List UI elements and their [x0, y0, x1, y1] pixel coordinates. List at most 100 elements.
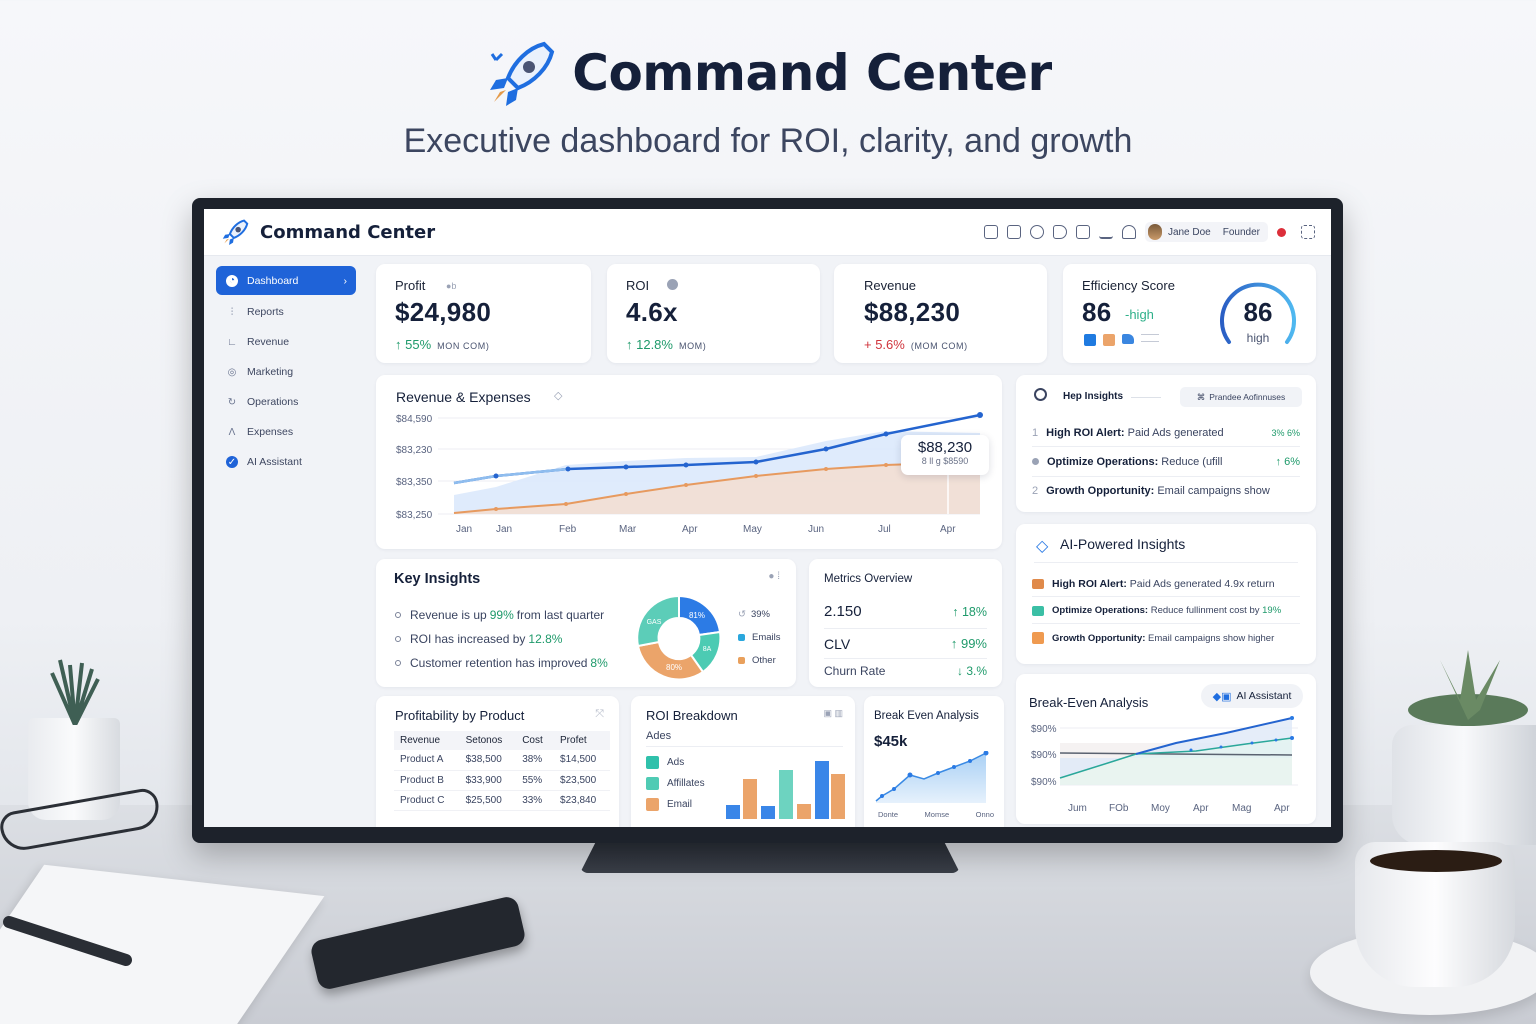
- step-icon: 1: [1032, 426, 1039, 439]
- divider: [1131, 397, 1161, 398]
- plant-pot-right: [1392, 725, 1536, 845]
- sidebar-item-dashboard[interactable]: ◔ Dashboard ›: [216, 266, 356, 295]
- refresh-icon: ↺: [738, 609, 746, 620]
- info-icon[interactable]: [667, 279, 678, 290]
- efficiency-icons: [1084, 334, 1159, 346]
- kpi-value: $24,980: [395, 297, 492, 327]
- card-title: Profitability by Product: [395, 708, 525, 723]
- kpi-delta: + 5.6% (MOM COM): [864, 337, 968, 352]
- tag-icon[interactable]: [1052, 225, 1067, 239]
- svg-text:Apr: Apr: [682, 524, 698, 535]
- sidebar-item-reports[interactable]: ⫶ Reports: [216, 297, 356, 327]
- sidebar-item-ai-assistant[interactable]: ✓ AI Assistant: [216, 447, 356, 477]
- clock-icon[interactable]: [1029, 225, 1044, 239]
- ai-insight-row[interactable]: Optimize Operations: Reduce fullinment c…: [1032, 598, 1300, 624]
- metric-row[interactable]: Churn Rate ↓ 3.%: [824, 664, 987, 678]
- shoe-icon: [1122, 334, 1134, 344]
- export-icon[interactable]: ▣ ▥: [823, 708, 843, 718]
- sidebar-item-operations[interactable]: ↻ Operations: [216, 387, 356, 417]
- notification-dot-icon[interactable]: [1277, 227, 1286, 237]
- alert-icon: [1032, 578, 1044, 589]
- table-row[interactable]: Product A $38,500 38% $14,500: [394, 750, 610, 771]
- svg-text:FOb: FOb: [1109, 803, 1129, 814]
- more-options-icon[interactable]: ● ⁞: [768, 571, 780, 582]
- help-insight-row[interactable]: 1 High ROI Alert: Paid Ads generated 3% …: [1032, 419, 1300, 447]
- bookmark-icon[interactable]: [1075, 225, 1090, 239]
- break-even-chart[interactable]: $90% $90% $90% Jum FOb Moy Apr Mag Apr: [1016, 714, 1316, 819]
- operations-icon: [1032, 605, 1044, 616]
- target-icon: ◎: [227, 366, 237, 378]
- ai-icon: ✓: [226, 456, 238, 468]
- insights-list: Revenue is up 99% from last quarter ROI …: [395, 603, 608, 675]
- help-insight-row[interactable]: 2 Growth Opportunity: Email campaigns sh…: [1032, 485, 1270, 497]
- chevron-right-icon: ›: [343, 274, 348, 287]
- roi-bar-chart[interactable]: [726, 751, 846, 819]
- table-row[interactable]: Product B $33,900 55% $23,500: [394, 770, 610, 791]
- svg-text:$90%: $90%: [1031, 777, 1057, 788]
- divider: [646, 746, 843, 747]
- user-menu[interactable]: Jane Doe Founder: [1144, 222, 1268, 242]
- ai-insight-row[interactable]: Growth Opportunity: Email campaigns show…: [1032, 625, 1300, 651]
- svg-text:Jun: Jun: [808, 524, 824, 535]
- sidebar-item-marketing[interactable]: ◎ Marketing: [216, 357, 356, 387]
- analytics-icon[interactable]: [1098, 225, 1113, 239]
- kpi-card-efficiency[interactable]: Efficiency Score 86 -high 86 high: [1063, 264, 1316, 363]
- search-icon[interactable]: [1034, 388, 1047, 401]
- filter-icon: ⌘: [1196, 391, 1206, 402]
- predictive-actions-button[interactable]: ⌘ Prandee Aofinnuses: [1180, 387, 1302, 407]
- shield-icon[interactable]: [983, 225, 998, 239]
- help-insight-row[interactable]: Optimize Operations: Reduce (ufill ↑ 6%: [1032, 447, 1300, 477]
- tooltip-sub: 8 ll g $8590: [921, 456, 969, 466]
- grid-menu-icon[interactable]: [1301, 225, 1315, 239]
- sidebar-item-revenue[interactable]: ∟ Revenue: [216, 327, 356, 357]
- help-insights-card: Hep Insights ⌘ Prandee Aofinnuses 1 High …: [1016, 375, 1316, 512]
- card-title: Metrics Overview: [824, 573, 913, 585]
- card-title: AI-Powered Insights: [1060, 536, 1186, 552]
- kpi-value: 86: [1082, 297, 1112, 327]
- break-even-small-chart[interactable]: [874, 751, 1002, 806]
- succulent-icon: [1408, 650, 1528, 726]
- kpi-card-profit[interactable]: Profit ●b $24,980 ↑ 55% MON COM): [376, 264, 591, 363]
- avatar: [1147, 224, 1162, 240]
- bullet-icon: [1032, 458, 1039, 465]
- revenue-expenses-chart[interactable]: $84,590 $83,230 $83,350 $83,250 Jan Jan …: [376, 375, 1002, 549]
- channel-donut-chart[interactable]: 81% 8A 80% GAS: [634, 593, 724, 683]
- svg-text:Mag: Mag: [1232, 803, 1251, 814]
- expand-icon[interactable]: ⤧: [595, 708, 604, 720]
- tag-icon[interactable]: ◇: [554, 390, 563, 402]
- bar-chart-icon: ⫶: [230, 306, 234, 318]
- svg-text:Apr: Apr: [940, 524, 956, 535]
- donut-legend: ↺ 39% Emails Other: [738, 603, 781, 672]
- svg-text:Apr: Apr: [1274, 803, 1290, 814]
- legend-item: Email: [646, 794, 705, 815]
- diamond-icon: ◇: [1036, 538, 1049, 555]
- hero: Command Center Executive dashboard for R…: [0, 40, 1536, 161]
- svg-text:$90%: $90%: [1031, 724, 1057, 735]
- info-icon[interactable]: ●b: [446, 281, 457, 291]
- metric-row[interactable]: CLV ↑ 99%: [824, 629, 987, 659]
- cycle-icon: ↻: [227, 396, 237, 408]
- kpi-card-revenue[interactable]: Revenue $88,230 + 5.6% (MOM COM): [834, 264, 1047, 363]
- metric-row[interactable]: 2.150 ↑ 18%: [824, 595, 987, 629]
- card-title: Hep Insights: [1063, 391, 1124, 402]
- sidebar-item-expenses[interactable]: Λ Expenses: [216, 417, 356, 447]
- profitability-table: Revenue Setonos Cost Profet Product A $38,50…: [394, 731, 610, 811]
- svg-text:81%: 81%: [689, 611, 705, 620]
- hero-title-text: Command Center: [572, 44, 1052, 102]
- legend-item: Other: [738, 649, 781, 672]
- user-icon[interactable]: [1121, 225, 1136, 239]
- ai-insight-row[interactable]: High ROI Alert: Paid Ads generated 4.9x …: [1032, 571, 1300, 597]
- profitability-card: Profitability by Product ⤧ Revenue Setono…: [376, 696, 619, 827]
- table-row[interactable]: Product C $25,500 33% $23,840: [394, 790, 610, 811]
- app-brand[interactable]: Command Center: [220, 219, 435, 245]
- svg-text:May: May: [743, 524, 762, 535]
- kpi-card-roi[interactable]: ROI 4.6x ↑ 12.8% MOM): [607, 264, 820, 363]
- ai-assistant-button[interactable]: ◆▣ AI Assistant: [1201, 684, 1303, 708]
- coffee: [1370, 850, 1502, 872]
- kpi-delta: ↑ 12.8% MOM): [626, 337, 707, 352]
- svg-text:8A: 8A: [703, 646, 712, 653]
- card-title: Key Insights: [394, 571, 481, 587]
- dashboard-icon: ◔: [226, 274, 238, 287]
- clipboard-icon[interactable]: [1006, 225, 1021, 239]
- app-topbar: Command Center Jane Doe Founder: [204, 209, 1331, 256]
